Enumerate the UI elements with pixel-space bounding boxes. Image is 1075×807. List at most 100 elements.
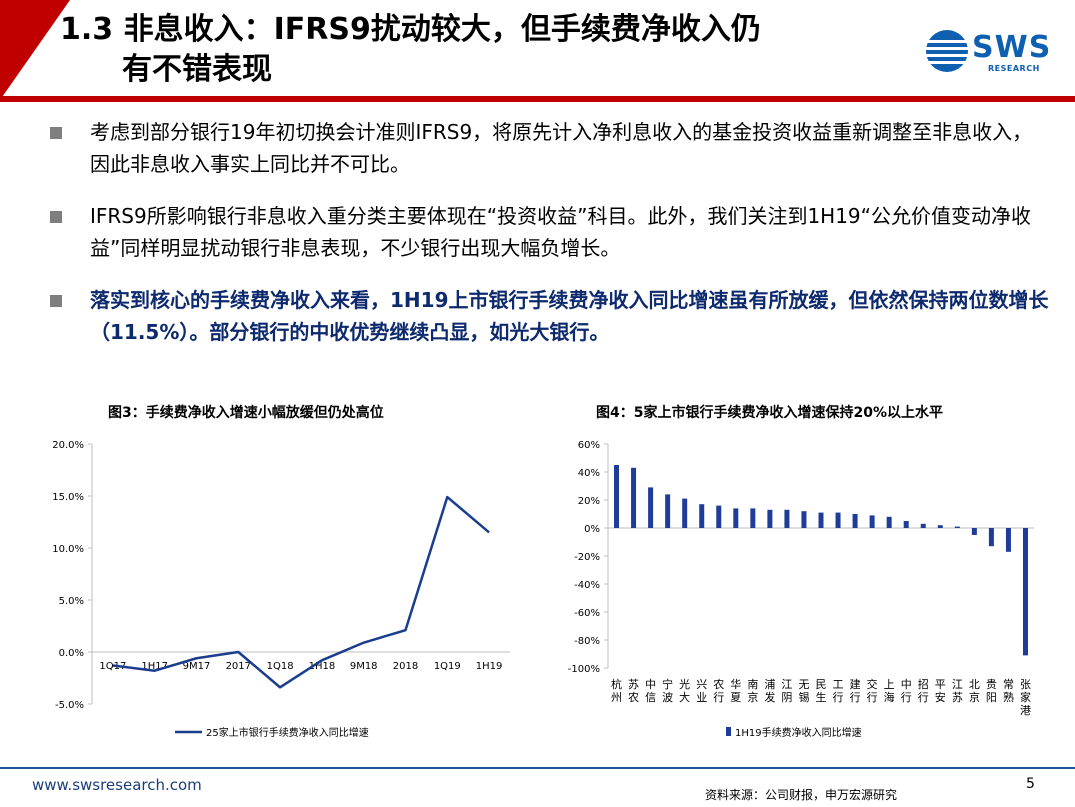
bar — [733, 508, 739, 528]
y-tick-label: 15.0% — [52, 492, 84, 503]
bar — [1005, 528, 1011, 552]
x-tick-label: 1Q18 — [267, 661, 294, 672]
bar — [801, 511, 807, 528]
bar — [954, 526, 960, 528]
y-tick-label: -80% — [574, 636, 600, 647]
bar — [682, 498, 688, 528]
bar — [631, 467, 637, 528]
footer-divider — [0, 767, 1075, 769]
bullet-square-icon — [50, 211, 62, 223]
x-tick-label: 北京 — [969, 678, 980, 704]
x-tick-label: 中行 — [901, 678, 912, 704]
x-tick-label: 常熟 — [1003, 678, 1014, 704]
bar — [852, 514, 858, 528]
x-tick-label: 招行 — [918, 677, 929, 704]
logo-subtext: RESEARCH — [988, 64, 1040, 73]
line-chart: 20.0%15.0%10.0%5.0%0.0%-5.0%1Q17 1H17 9M17… — [52, 440, 510, 739]
x-tick-label: 光大 — [679, 677, 690, 704]
x-tick-label: 2017 — [226, 661, 251, 672]
x-tick-label: 华夏 — [730, 677, 741, 704]
bullet-square-icon — [50, 295, 62, 307]
legend-label: 25家上市银行手续费净收入同比增速 — [206, 726, 369, 739]
x-tick-label: 浦发 — [764, 678, 775, 704]
x-tick-label: 农行 — [713, 677, 724, 704]
x-tick-label: 杭州 — [611, 677, 622, 704]
page-number: 5 — [1026, 776, 1035, 792]
x-tick-label: 1H17 — [141, 661, 168, 672]
bullet-item-highlight: 落实到核心的手续费净收入来看，1H19上市银行手续费净收入同比增速虽有所放缓，但… — [50, 284, 1050, 348]
bar — [716, 505, 722, 528]
y-tick-label: -20% — [574, 552, 600, 563]
title-line-1: 1.3 非息收入：IFRS9扰动较大，但手续费净收入仍 — [60, 12, 761, 47]
bullet-item: IFRS9所影响银行非息收入重分类主要体现在“投资收益”科目。此外，我们关注到1… — [50, 200, 1050, 264]
y-tick-label: 20% — [578, 496, 600, 507]
x-tick-label: 中信 — [645, 678, 656, 704]
bullet-text: 考虑到部分银行19年初切换会计准则IFRS9，将原先计入净利息收入的基金投资收益… — [90, 120, 1033, 176]
x-tick-label: 9M18 — [350, 661, 378, 672]
x-tick-label: 兴业 — [696, 678, 707, 704]
legend-bar-swatch — [726, 727, 731, 736]
y-tick-label: 10.0% — [52, 544, 84, 555]
bar — [767, 509, 773, 528]
y-tick-label: 60% — [578, 440, 600, 451]
x-tick-label: 上海 — [884, 678, 895, 704]
x-tick-label: 工行 — [833, 678, 844, 704]
bar — [988, 528, 994, 547]
x-tick-label: 贵阳 — [986, 678, 997, 704]
x-tick-label: 平安 — [935, 678, 946, 704]
x-tick-label: 1H18 — [309, 661, 336, 672]
x-tick-label: 江阴 — [781, 678, 792, 704]
x-tick-label: 交行 — [867, 677, 878, 704]
bar — [699, 504, 705, 528]
x-tick-label: 9M17 — [183, 661, 211, 672]
y-tick-label: -5.0% — [55, 700, 84, 711]
title-line-2: 有不错表现 — [122, 52, 272, 87]
x-tick-label: 张家港 — [1020, 678, 1031, 717]
bar — [1022, 528, 1028, 656]
footer-url[interactable]: www.swsresearch.com — [32, 776, 202, 794]
y-tick-label: 20.0% — [52, 440, 84, 451]
bullet-text: IFRS9所影响银行非息收入重分类主要体现在“投资收益”科目。此外，我们关注到1… — [90, 204, 1032, 260]
bar — [648, 487, 654, 528]
chart-4-title: 图4：5家上市银行手续费净收入增速保持20%以上水平 — [596, 405, 943, 421]
bar — [920, 523, 926, 528]
y-tick-label: -60% — [574, 608, 600, 619]
y-tick-label: -100% — [568, 664, 600, 675]
sws-logo: SWS RESEARCH — [924, 26, 1059, 76]
x-tick-label: 苏农 — [628, 678, 639, 704]
bar — [750, 508, 756, 528]
title-divider — [0, 96, 1075, 102]
bullet-text: 落实到核心的手续费净收入来看，1H19上市银行手续费净收入同比增速虽有所放缓，但… — [90, 288, 1049, 344]
page-title: 1.3 非息收入：IFRS9扰动较大，但手续费净收入仍 有不错表现 — [60, 10, 761, 90]
series-line — [112, 495, 490, 689]
y-tick-label: 0% — [584, 524, 600, 535]
x-tick-label: 无锡 — [798, 678, 809, 704]
bar — [784, 509, 790, 528]
bar — [903, 521, 909, 528]
y-tick-label: 40% — [578, 468, 600, 479]
bullet-item: 考虑到部分银行19年初切换会计准则IFRS9，将原先计入净利息收入的基金投资收益… — [50, 116, 1050, 180]
source-note: 资料来源：公司财报，申万宏源研究 — [705, 788, 898, 802]
bar — [869, 515, 875, 528]
y-tick-label: -40% — [574, 580, 600, 591]
bar — [937, 525, 943, 528]
x-tick-label: 1H19 — [476, 661, 503, 672]
bar — [971, 528, 977, 535]
bar — [886, 516, 892, 528]
bar-chart: 60% 40% 20% 0% -20% -40% -60% -80% -100% 杭州苏农中信宁波… — [568, 440, 1034, 739]
x-tick-label: 宁波 — [662, 677, 673, 704]
y-tick-label: 5.0% — [59, 596, 84, 607]
y-tick-label: 0.0% — [59, 648, 84, 659]
bullet-list: 考虑到部分银行19年初切换会计准则IFRS9，将原先计入净利息收入的基金投资收益… — [50, 116, 1050, 368]
bullet-square-icon — [50, 127, 62, 139]
x-tick-label: 南京 — [747, 678, 758, 704]
sws-globe-icon — [926, 30, 968, 72]
bar — [665, 494, 671, 528]
x-tick-label: 民生 — [816, 678, 827, 704]
bar — [614, 465, 620, 528]
chart-3-title: 图3：手续费净收入增速小幅放缓但仍处高位 — [108, 405, 384, 421]
bar — [835, 512, 841, 528]
x-tick-label: 建行 — [850, 677, 861, 704]
bar — [818, 512, 824, 528]
x-tick-label: 2018 — [393, 661, 418, 672]
